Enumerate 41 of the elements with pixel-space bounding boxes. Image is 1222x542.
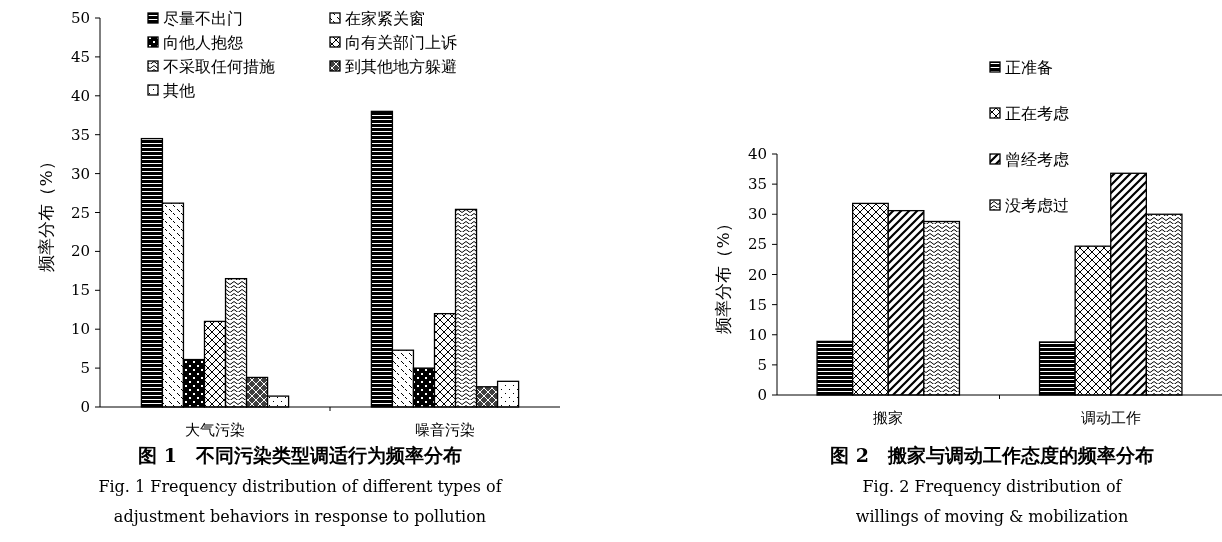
legend-label: 正在考虑 [1005, 104, 1069, 123]
legend-label: 尽量不出门 [163, 9, 243, 28]
legend-label: 向有关部门上诉 [345, 33, 457, 52]
y-tick-label: 30 [747, 205, 767, 224]
legend-label: 到其他地方躲避 [345, 57, 457, 76]
x-tick-label: 搬家 [873, 409, 904, 427]
text: Fig. 1 Frequency distribution of different types of adjustment behaviors in response to pollution [98, 477, 503, 526]
y-tick-label: 0 [757, 386, 767, 404]
y-tick-label: 20 [70, 242, 90, 261]
y-tick-label: 30 [70, 164, 90, 183]
legend-label: 不采取任何措施 [163, 57, 275, 76]
y-tick-label: 10 [747, 325, 767, 344]
y-tick-label: 40 [70, 86, 90, 105]
y-tick-label: 0 [80, 398, 90, 416]
y-tick-label: 25 [747, 235, 767, 254]
y-axis-title: 频率分布（%） [36, 153, 56, 272]
y-axis-title: 频率分布（%） [713, 215, 733, 334]
legend-label: 正准备 [1005, 58, 1053, 77]
legend-label: 没考虑过 [1005, 196, 1069, 215]
text: 图 2 搬家与调动工作态度的频率分布 [830, 444, 1154, 466]
y-tick-label: 10 [70, 320, 90, 339]
legend-label: 在家紧关窗 [345, 9, 425, 28]
x-tick-label: 噪音污染 [415, 421, 475, 439]
y-tick-label: 40 [747, 145, 767, 163]
y-tick-label: 50 [70, 9, 90, 27]
text: Fig. 2 Frequency distribution of willings of moving & mobilization [855, 477, 1129, 526]
text: 图 1 不同污染类型调适行为频率分布 [138, 444, 462, 466]
y-tick-label: 45 [70, 47, 90, 66]
y-tick-label: 20 [747, 265, 767, 284]
y-tick-label: 35 [70, 125, 90, 144]
y-tick-label: 5 [757, 355, 767, 374]
y-tick-label: 5 [80, 359, 90, 378]
y-tick-label: 15 [747, 295, 767, 314]
legend-label: 其他 [163, 81, 195, 100]
x-tick-label: 调动工作 [1080, 409, 1141, 427]
legend-label: 向他人抱怨 [163, 33, 243, 52]
x-tick-label: 大气污染 [185, 421, 245, 439]
y-tick-label: 35 [747, 175, 767, 194]
y-tick-label: 15 [70, 281, 90, 300]
y-tick-label: 25 [70, 203, 90, 222]
legend-label: 曾经考虑 [1005, 150, 1069, 169]
